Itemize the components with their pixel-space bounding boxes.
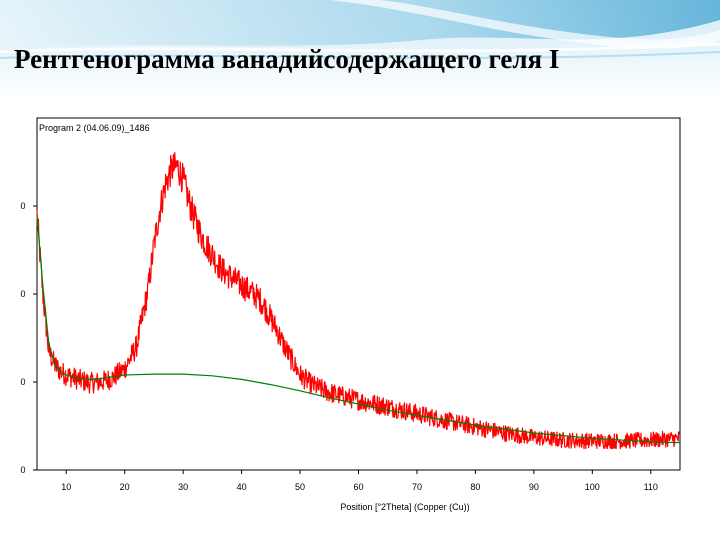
x-tick-label: 80 xyxy=(470,482,480,492)
x-tick-label: 50 xyxy=(295,482,305,492)
plot-area-border xyxy=(36,117,681,471)
chart-series xyxy=(36,152,681,450)
x-tick-label: 60 xyxy=(353,482,363,492)
chart-ticks: 10 20 30 40 50 60 70 80 90 100 110 0 0 0 0 xyxy=(20,201,657,492)
header-wave-graphic xyxy=(0,0,720,100)
x-tick-label: 40 xyxy=(237,482,247,492)
x-tick-label: 70 xyxy=(412,482,422,492)
x-tick-label: 100 xyxy=(585,482,600,492)
x-tick-label: 20 xyxy=(120,482,130,492)
x-tick-label: 10 xyxy=(61,482,71,492)
y-tick-label: 0 xyxy=(20,465,25,475)
slide-title: Рентгенограмма ванадийсодержащего геля I xyxy=(14,44,560,74)
legend-text: Program 2 (04.06.09)_1486 xyxy=(39,123,150,133)
x-tick-label: 110 xyxy=(644,482,658,492)
chart-frame xyxy=(36,117,681,471)
x-tick-label: 30 xyxy=(178,482,188,492)
y-tick-label: 0 xyxy=(20,377,25,387)
x-axis-label: Position [°2Theta] (Copper (Cu)) xyxy=(340,502,469,512)
y-tick-label: 0 xyxy=(20,289,25,299)
y-tick-label: 0 xyxy=(20,201,25,211)
background-line xyxy=(36,214,681,444)
x-tick-label: 90 xyxy=(529,482,539,492)
header-decoration xyxy=(0,0,720,100)
